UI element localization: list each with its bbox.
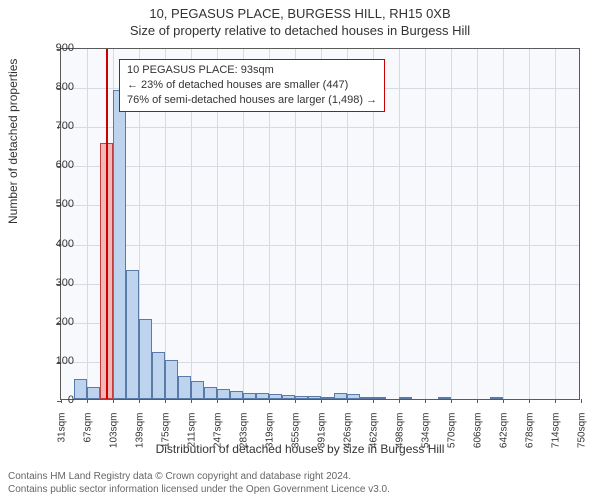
- histogram-bar: [308, 396, 321, 399]
- gridline-v: [555, 49, 556, 399]
- property-info-box: 10 PEGASUS PLACE: 93sqm← 23% of detached…: [119, 59, 385, 112]
- histogram-bar: [113, 90, 126, 399]
- chart-title-line1: 10, PEGASUS PLACE, BURGESS HILL, RH15 0X…: [0, 0, 600, 21]
- histogram-bar: [373, 397, 386, 399]
- x-tick-label: 714sqm: [551, 413, 562, 463]
- y-axis-label: Number of detached properties: [6, 59, 20, 224]
- histogram-bar: [438, 397, 451, 399]
- histogram-bar: [334, 393, 347, 399]
- histogram-bar: [178, 376, 191, 399]
- histogram-bar: [282, 395, 295, 399]
- histogram-bar: [295, 396, 308, 399]
- x-tick-label: 211sqm: [187, 413, 198, 463]
- histogram-bar: [256, 393, 269, 399]
- x-tick-label: 462sqm: [369, 413, 380, 463]
- x-tick-label: 534sqm: [421, 413, 432, 463]
- property-marker-line: [106, 49, 108, 399]
- gridline-v: [87, 49, 88, 399]
- y-tick-label: 200: [44, 316, 74, 328]
- footer-attribution: Contains HM Land Registry data © Crown c…: [8, 470, 390, 496]
- x-tick-label: 247sqm: [213, 413, 224, 463]
- gridline-v: [529, 49, 530, 399]
- y-tick-label: 100: [44, 355, 74, 367]
- y-tick-label: 500: [44, 198, 74, 210]
- info-box-line: ← 23% of detached houses are smaller (44…: [127, 78, 377, 93]
- histogram-bar: [87, 387, 100, 399]
- histogram-bar: [243, 393, 256, 399]
- histogram-bar: [126, 270, 139, 399]
- histogram-bar: [217, 389, 230, 399]
- x-tick-label: 31sqm: [57, 413, 68, 463]
- x-tick-label: 391sqm: [317, 413, 328, 463]
- y-tick-label: 700: [44, 120, 74, 132]
- histogram-bar: [269, 394, 282, 399]
- footer-line1: Contains HM Land Registry data © Crown c…: [8, 470, 390, 483]
- histogram-bar: [347, 394, 360, 399]
- histogram-bar: [321, 397, 334, 399]
- x-tick-label: 678sqm: [525, 413, 536, 463]
- histogram-bar: [74, 379, 87, 399]
- histogram-bar: [191, 381, 204, 399]
- y-tick-label: 0: [44, 394, 74, 406]
- x-tick-label: 283sqm: [239, 413, 250, 463]
- histogram-bar: [139, 319, 152, 399]
- footer-line2: Contains public sector information licen…: [8, 483, 390, 496]
- histogram-bar: [165, 360, 178, 399]
- x-tick-label: 319sqm: [265, 413, 276, 463]
- y-tick-label: 400: [44, 238, 74, 250]
- x-tick-label: 750sqm: [577, 413, 588, 463]
- y-tick-label: 600: [44, 159, 74, 171]
- chart-container: 10, PEGASUS PLACE, BURGESS HILL, RH15 0X…: [0, 0, 600, 500]
- x-tick-label: 426sqm: [343, 413, 354, 463]
- y-tick-label: 800: [44, 81, 74, 93]
- info-box-line: 10 PEGASUS PLACE: 93sqm: [127, 63, 377, 78]
- histogram-bar: [230, 391, 243, 399]
- info-box-line: 76% of semi-detached houses are larger (…: [127, 93, 377, 108]
- y-tick-label: 900: [44, 42, 74, 54]
- x-tick-label: 355sqm: [291, 413, 302, 463]
- y-tick-label: 300: [44, 277, 74, 289]
- x-tick-label: 606sqm: [473, 413, 484, 463]
- x-tick-label: 67sqm: [83, 413, 94, 463]
- plot-area: 10 PEGASUS PLACE: 93sqm← 23% of detached…: [60, 48, 580, 400]
- x-tick-label: 570sqm: [447, 413, 458, 463]
- plot-background: 10 PEGASUS PLACE: 93sqm← 23% of detached…: [60, 48, 580, 400]
- gridline-v: [451, 49, 452, 399]
- x-tick-label: 498sqm: [395, 413, 406, 463]
- gridline-v: [477, 49, 478, 399]
- histogram-bar: [490, 397, 503, 399]
- gridline-v: [503, 49, 504, 399]
- x-tick-label: 139sqm: [135, 413, 146, 463]
- histogram-bar: [399, 397, 412, 399]
- histogram-bar: [360, 397, 373, 399]
- gridline-v: [425, 49, 426, 399]
- x-tick-label: 175sqm: [161, 413, 172, 463]
- chart-title-line2: Size of property relative to detached ho…: [0, 21, 600, 38]
- histogram-bar: [204, 387, 217, 399]
- x-tick-label: 642sqm: [499, 413, 510, 463]
- gridline-v: [399, 49, 400, 399]
- x-tick-label: 103sqm: [109, 413, 120, 463]
- histogram-bar: [152, 352, 165, 399]
